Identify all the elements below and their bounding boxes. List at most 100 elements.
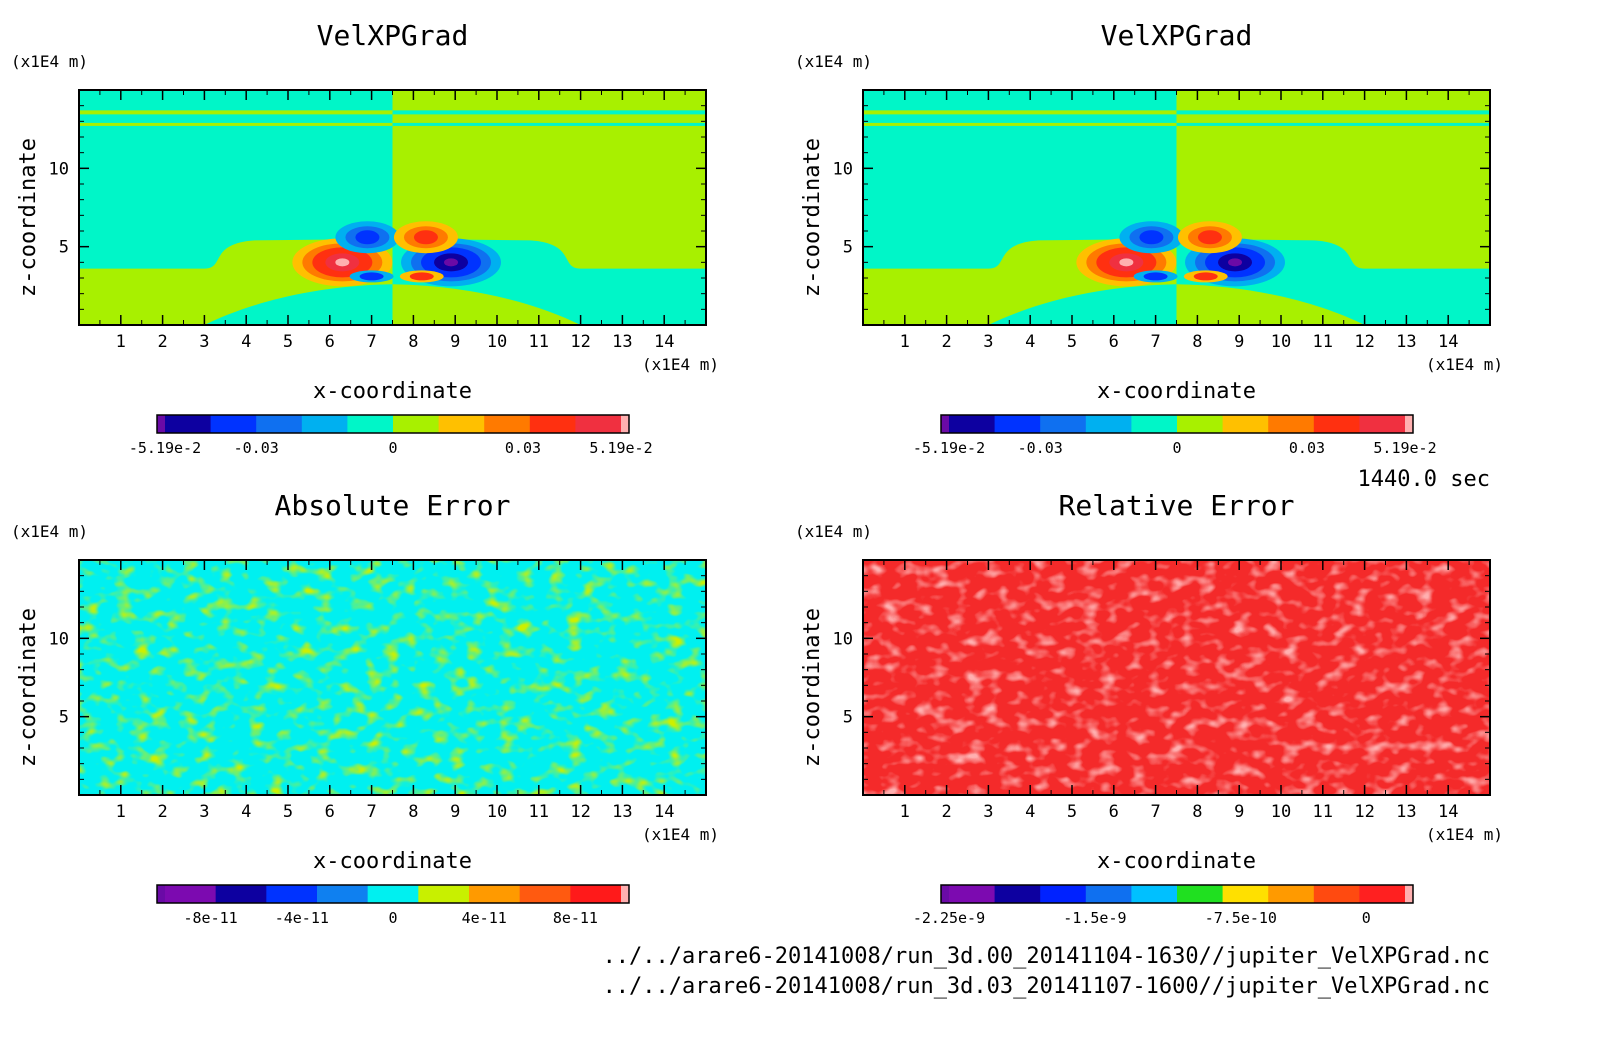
x-axis-unit: (x1E4 m) (642, 825, 719, 844)
x-tick-label: 3 (199, 332, 209, 352)
colorbar-swatch (393, 415, 440, 433)
colorbar-frame (156, 884, 630, 904)
colorbar-swatch (1085, 415, 1132, 433)
colorbar-swatch (484, 415, 531, 433)
z-axis-unit: (x1E4 m) (795, 52, 872, 71)
colorbar-tick-label: 0 (388, 439, 397, 457)
colorbar-swatch (1268, 885, 1315, 903)
colorbar-swatch (994, 885, 1041, 903)
x-tick-label: 12 (570, 332, 590, 352)
panel-title: VelXPGrad (1101, 19, 1253, 52)
colorbar-swatch (256, 415, 303, 433)
colorbar-swatch (301, 415, 348, 433)
colorbar-swatch (418, 885, 470, 903)
colorbar: -5.19e-2 -0.03 0 0.03 5.19e-2 (913, 414, 1437, 457)
colorbar-swatch (165, 415, 212, 433)
colorbar-swatch (210, 415, 257, 433)
x-tick-label: 13 (612, 802, 632, 822)
x-tick-label: 13 (1396, 332, 1416, 352)
colorbar-swatch (1268, 415, 1315, 433)
x-axis-label: x-coordinate (1097, 849, 1256, 874)
vortex-positive-lower-right-1 (409, 272, 434, 281)
colorbar-swatch (1359, 885, 1406, 903)
x-tick-label: 12 (1354, 332, 1374, 352)
x-tick-label: 7 (1150, 332, 1160, 352)
colorbar: -2.25e-9 -1.5e-9 -7.5e-10 0 (913, 884, 1414, 927)
x-tick-label: 5 (1067, 802, 1077, 822)
colorbar-frame (940, 884, 1414, 904)
field-image (79, 560, 706, 795)
colorbar-tick-label: 0 (388, 909, 397, 927)
colorbar-swatch (575, 415, 622, 433)
field-region-lower-wedge-left (204, 284, 393, 325)
colorbar-tick-label: -5.19e-2 (129, 439, 201, 457)
colorbar-swatch (1313, 415, 1360, 433)
x-axis-label: x-coordinate (313, 849, 472, 874)
file-path-2: ../../arare6-20141008/run_3d.03_20141107… (603, 974, 1490, 999)
panel-title: Absolute Error (274, 489, 510, 522)
z-axis-label: z-coordinate (800, 138, 825, 297)
colorbar-tick-label: -4e-11 (275, 909, 329, 927)
colorbar-tick-label: 5.19e-2 (1373, 439, 1436, 457)
panel-2: VelXPGrad(x1E4 m)1 2 3 4 5 6 7 8 9 10 11 12 13 14510z… (795, 19, 1503, 457)
x-tick-label: 1 (116, 332, 126, 352)
x-tick-label: 9 (1234, 332, 1244, 352)
colorbar-swatch (1405, 415, 1413, 433)
x-tick-label: 4 (1025, 332, 1035, 352)
vortex-negative-upper-left-2 (1139, 230, 1164, 245)
colorbar: -5.19e-2 -0.03 0 0.03 5.19e-2 (129, 414, 653, 457)
x-tick-label: 8 (1192, 802, 1202, 822)
x-tick-label: 7 (1150, 802, 1160, 822)
panel-title: Relative Error (1058, 489, 1294, 522)
colorbar-tick-label: 4e-11 (462, 909, 507, 927)
vortex-negative-lower-left-1 (359, 272, 384, 281)
x-tick-label: 11 (1313, 802, 1333, 822)
colorbar-tick-label: -2.25e-9 (913, 909, 985, 927)
z-tick-label: 5 (59, 238, 69, 258)
x-tick-label: 10 (1271, 802, 1291, 822)
colorbar-tick-label: -8e-11 (184, 909, 238, 927)
colorbar-tick-label: 8e-11 (553, 909, 598, 927)
x-tick-label: 5 (283, 802, 293, 822)
colorbar-swatch (1040, 415, 1087, 433)
x-tick-label: 12 (570, 802, 590, 822)
x-tick-label: 2 (157, 802, 167, 822)
colorbar: -8e-11 -4e-11 0 4e-11 8e-11 (156, 884, 630, 927)
colorbar-swatch (570, 885, 622, 903)
x-tick-label: 1 (116, 802, 126, 822)
colorbar-tick-label: -7.5e-10 (1205, 909, 1277, 927)
x-tick-label: 6 (1109, 332, 1119, 352)
colorbar-swatch (317, 885, 369, 903)
x-tick-label: 6 (325, 802, 335, 822)
z-axis-unit: (x1E4 m) (795, 522, 872, 541)
x-tick-label: 5 (283, 332, 293, 352)
z-tick-label: 10 (49, 629, 69, 649)
field-region-lower-wedge-left (988, 284, 1177, 325)
vortex-positive-left-4 (335, 258, 350, 267)
field-stripe (392, 122, 706, 126)
x-tick-label: 11 (529, 802, 549, 822)
z-axis-unit: (x1E4 m) (11, 52, 88, 71)
x-axis-unit: (x1E4 m) (1426, 355, 1503, 374)
colorbar-swatch (621, 415, 629, 433)
field-image (863, 90, 1490, 325)
x-tick-label: 11 (529, 332, 549, 352)
colorbar-swatch (1222, 885, 1269, 903)
x-tick-label: 2 (157, 332, 167, 352)
colorbar-tick-label: 0 (1362, 909, 1371, 927)
x-tick-label: 14 (654, 332, 674, 352)
x-tick-label: 1 (900, 802, 910, 822)
field-pattern (863, 560, 1490, 795)
colorbar-swatch (438, 415, 485, 433)
z-axis-label: z-coordinate (800, 608, 825, 767)
x-tick-label: 14 (654, 802, 674, 822)
vortex-negative-right-4 (444, 258, 459, 267)
colorbar-swatch (1313, 885, 1360, 903)
z-axis-unit: (x1E4 m) (11, 522, 88, 541)
colorbar-tick-label: -0.03 (1018, 439, 1063, 457)
field-stripe (79, 110, 393, 115)
x-tick-label: 3 (983, 802, 993, 822)
x-tick-label: 10 (1271, 332, 1291, 352)
colorbar-swatch (941, 885, 949, 903)
